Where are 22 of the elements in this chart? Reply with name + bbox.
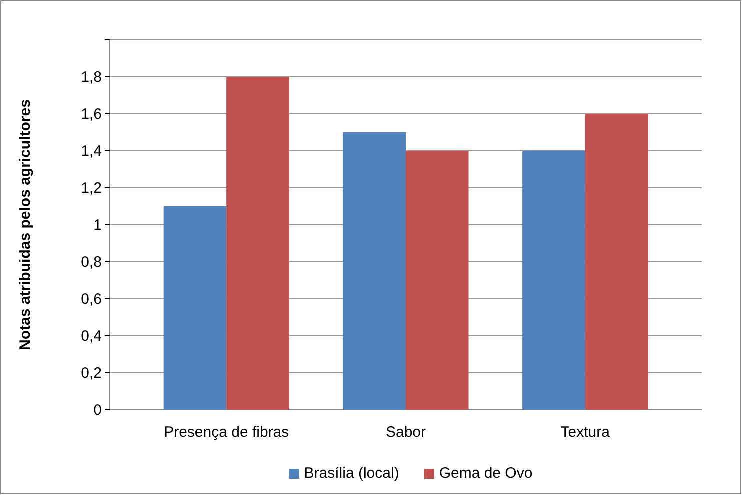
bar — [164, 206, 227, 410]
y-tick-label: 1,2 — [81, 180, 102, 197]
bar — [522, 151, 586, 410]
y-axis-title: Notas atribuidas pelos agricultores — [17, 100, 34, 350]
bar — [585, 114, 648, 410]
y-tick-label: 0 — [94, 402, 102, 419]
y-tick-label: 0,2 — [81, 364, 102, 382]
bar — [343, 132, 406, 410]
x-tick-label: Presença de fibras — [164, 424, 290, 441]
bar — [406, 151, 469, 410]
x-tick-label: Sabor — [386, 424, 426, 441]
legend-label: Brasília (local) — [304, 465, 400, 482]
y-tick-label: 1 — [94, 216, 102, 234]
y-tick-label: 0,8 — [81, 254, 102, 271]
y-tick-label: 1,4 — [81, 142, 102, 160]
bar — [226, 77, 290, 410]
y-tick-label: 1,8 — [81, 68, 102, 86]
x-tick-label: Textura — [560, 424, 611, 441]
y-tick-label: 1,6 — [81, 106, 102, 123]
y-tick-label: 0,6 — [81, 290, 102, 308]
y-tick-label: 0,4 — [81, 328, 102, 345]
legend-label: Gema de Ovo — [439, 465, 533, 482]
